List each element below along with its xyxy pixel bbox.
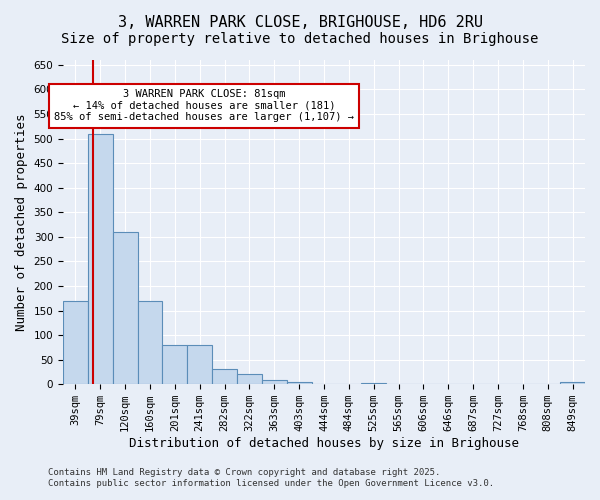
Y-axis label: Number of detached properties: Number of detached properties <box>15 114 28 331</box>
Bar <box>361 383 386 384</box>
Text: 3 WARREN PARK CLOSE: 81sqm
← 14% of detached houses are smaller (181)
85% of sem: 3 WARREN PARK CLOSE: 81sqm ← 14% of deta… <box>54 89 354 122</box>
Bar <box>187 345 212 384</box>
Text: Contains HM Land Registry data © Crown copyright and database right 2025.
Contai: Contains HM Land Registry data © Crown c… <box>48 468 494 487</box>
Bar <box>212 368 237 384</box>
Bar <box>137 300 163 384</box>
X-axis label: Distribution of detached houses by size in Brighouse: Distribution of detached houses by size … <box>129 437 519 450</box>
Bar <box>63 300 88 384</box>
Bar <box>560 382 585 384</box>
Bar <box>237 374 262 384</box>
Bar <box>113 232 137 384</box>
Text: 3, WARREN PARK CLOSE, BRIGHOUSE, HD6 2RU: 3, WARREN PARK CLOSE, BRIGHOUSE, HD6 2RU <box>118 15 482 30</box>
Bar <box>163 345 187 384</box>
Bar <box>88 134 113 384</box>
Bar <box>287 382 311 384</box>
Text: Size of property relative to detached houses in Brighouse: Size of property relative to detached ho… <box>61 32 539 46</box>
Bar <box>262 380 287 384</box>
